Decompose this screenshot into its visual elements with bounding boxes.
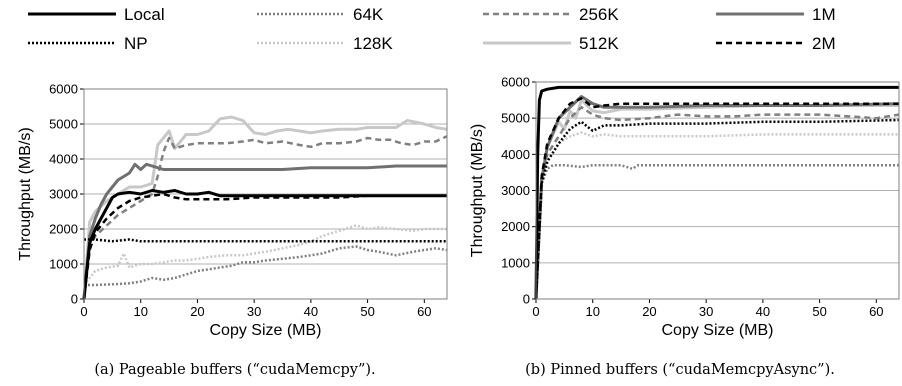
chart-a-ytick-label-5000: 5000 xyxy=(49,117,78,132)
chart-b-series-256k xyxy=(534,106,900,300)
chart-a-xtick-label-40: 40 xyxy=(304,304,318,319)
chart-b-xtick-label-60: 60 xyxy=(869,304,883,319)
chart-a-y-axis-label: Throughput (MB/s) xyxy=(17,127,34,260)
chart-b-ytick-label-2000: 2000 xyxy=(501,219,530,234)
chart-a-ytick-label-1000: 1000 xyxy=(49,257,78,272)
chart-b-xtick-label-40: 40 xyxy=(756,304,770,319)
chart-b-series-np xyxy=(534,118,900,300)
chart-a-xtick-label-30: 30 xyxy=(247,304,261,319)
legend-label-128k: 128K xyxy=(353,34,393,53)
chart-a-series-512k xyxy=(82,115,448,300)
chart-a-xtick-label-50: 50 xyxy=(360,304,374,319)
chart-b-xtick-label-0: 0 xyxy=(532,304,539,319)
chart-a-series-1m xyxy=(82,162,447,300)
caption-a: (a) Pageable buffers (“cudaMemcpy”). xyxy=(94,362,375,378)
chart-b-series-64k xyxy=(534,163,899,300)
chart-a-xtick-label-10: 10 xyxy=(133,304,147,319)
chart-a-ytick-label-4000: 4000 xyxy=(49,152,78,167)
legend-label-1m: 1M xyxy=(812,5,836,24)
chart-a-series-local xyxy=(82,189,447,300)
chart-a-series-256k xyxy=(82,135,448,300)
chart-b-series-local xyxy=(534,85,899,300)
legend-label-np: NP xyxy=(124,34,148,53)
legend-label-256k: 256K xyxy=(579,5,619,24)
chart-pageable: 0 1000 2000 3000 4000 5000 6000 0 10 20 30 40 50 60 Co… xyxy=(17,82,448,339)
chart-b-x-axis-label: Copy Size (MB) xyxy=(661,322,773,339)
chart-b-ytick-label-0: 0 xyxy=(523,292,530,307)
chart-b-xtick-label-20: 20 xyxy=(642,304,656,319)
chart-b-xtick-label-50: 50 xyxy=(812,304,826,319)
caption-b: (b) Pinned buffers (“cudaMemcpyAsync”). xyxy=(525,362,835,378)
chart-a-xtick-label-0: 0 xyxy=(80,304,87,319)
chart-a-x-axis-label: Copy Size (MB) xyxy=(209,322,321,339)
chart-a-ytick-label-6000: 6000 xyxy=(49,82,78,97)
chart-a-series-np xyxy=(84,238,447,243)
legend-label-2m: 2M xyxy=(812,34,836,53)
chart-b-series-1m xyxy=(534,95,900,300)
chart-a-plot-frame xyxy=(83,88,448,300)
legend-label-local: Local xyxy=(124,5,165,24)
chart-a-ytick-label-2000: 2000 xyxy=(49,222,78,237)
chart-b-series-512k xyxy=(534,98,899,300)
chart-b-plot-frame xyxy=(535,81,900,300)
chart-b-y-axis-label: Throughput (MB/s) xyxy=(469,124,486,257)
chart-b-ytick-label-6000: 6000 xyxy=(501,75,530,90)
chart-b-ytick-label-5000: 5000 xyxy=(501,111,530,126)
chart-a-series-128k xyxy=(83,224,447,286)
chart-a-ytick-label-3000: 3000 xyxy=(49,187,78,202)
chart-b-xtick-label-30: 30 xyxy=(699,304,713,319)
chart-b-xtick-label-10: 10 xyxy=(585,304,599,319)
legend: Local 64K 256K 1M NP 128K 512K 2M xyxy=(28,5,836,53)
chart-b-series-2m xyxy=(534,97,899,300)
chart-b-ytick-label-3000: 3000 xyxy=(501,183,530,198)
chart-b-series-128k xyxy=(534,131,899,300)
legend-label-512k: 512K xyxy=(579,34,619,53)
chart-a-series-64k xyxy=(84,245,448,287)
chart-pinned: 0 1000 2000 3000 4000 5000 6000 0 10 20 30 40 50 60 Co… xyxy=(469,75,900,339)
chart-a-xtick-label-60: 60 xyxy=(417,304,431,319)
chart-a-series-2m xyxy=(82,192,447,300)
legend-label-64k: 64K xyxy=(353,5,384,24)
chart-a-xtick-label-20: 20 xyxy=(190,304,204,319)
chart-b-ytick-label-4000: 4000 xyxy=(501,147,530,162)
chart-b-ytick-label-1000: 1000 xyxy=(501,255,530,270)
chart-a-ytick-label-0: 0 xyxy=(71,292,78,307)
